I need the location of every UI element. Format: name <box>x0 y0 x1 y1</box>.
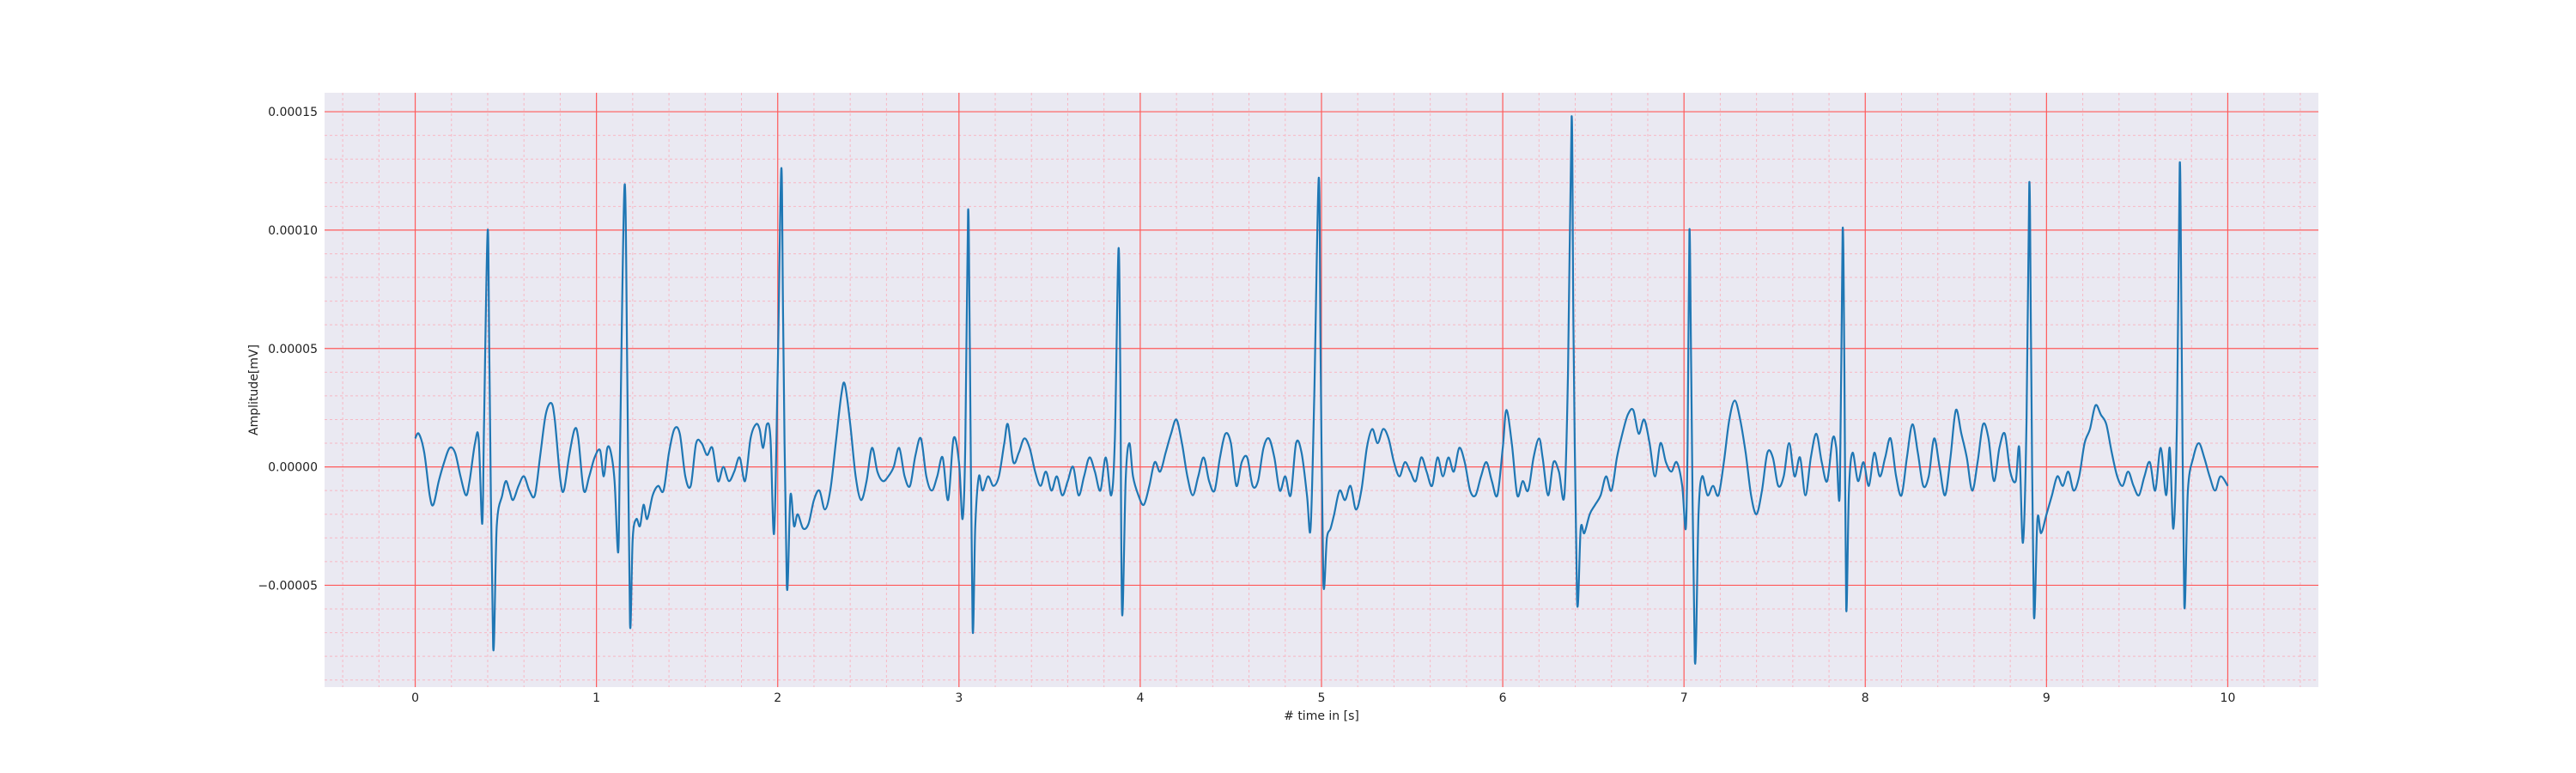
y-tick-label: 0.00005 <box>268 343 318 356</box>
y-axis-label: Amplitude[mV] <box>247 344 261 435</box>
x-tick-label: 6 <box>1499 691 1507 705</box>
x-tick-label: 8 <box>1862 691 1869 705</box>
x-tick-label: 1 <box>592 691 600 705</box>
x-tick-label: 10 <box>2221 691 2236 705</box>
x-tick-label: 7 <box>1680 691 1688 705</box>
y-tick-label: 0.00010 <box>268 224 318 238</box>
y-axis-ticks: −0.00005 0.00000 0.00005 0.00010 0.00015 <box>258 106 318 593</box>
x-tick-label: 0 <box>411 691 419 705</box>
y-tick-label: 0.00015 <box>268 106 318 119</box>
x-tick-label: 2 <box>774 691 781 705</box>
x-tick-label: 3 <box>955 691 963 705</box>
ecg-signal-line <box>414 115 2229 665</box>
y-tick-label: −0.00005 <box>258 579 318 593</box>
x-tick-label: 9 <box>2043 691 2050 705</box>
x-tick-label: 5 <box>1318 691 1326 705</box>
y-tick-label: 0.00000 <box>268 461 318 475</box>
x-tick-label: 4 <box>1136 691 1144 705</box>
x-axis-label: # time in [s] <box>1284 709 1359 723</box>
x-axis-ticks: 0 1 2 3 4 5 6 7 8 9 10 <box>411 691 2235 705</box>
